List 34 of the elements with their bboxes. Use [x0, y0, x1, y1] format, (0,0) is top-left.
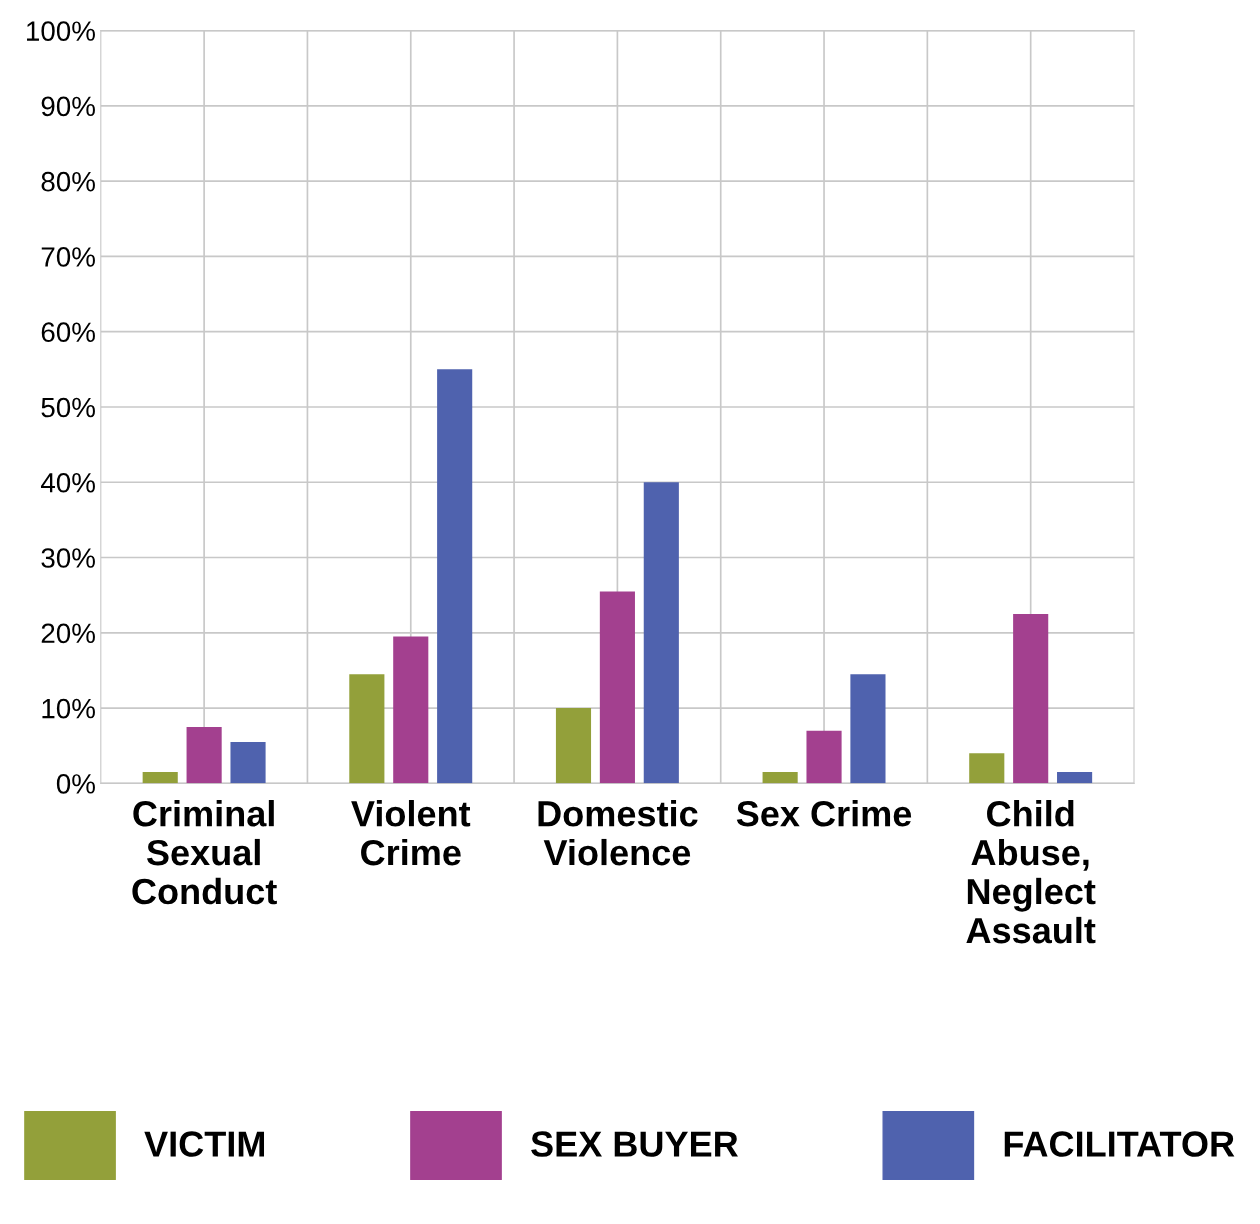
bar	[643, 482, 679, 784]
y-tick-label: 10%	[42, 698, 95, 719]
x-tick-label: Child Abuse, Neglect Assault	[966, 800, 1096, 944]
bar	[1013, 613, 1049, 784]
y-tick-label: 40%	[40, 472, 95, 493]
bar	[599, 591, 635, 784]
bar	[555, 708, 592, 784]
bar	[437, 369, 473, 784]
y-tick-label: 0%	[56, 774, 95, 794]
y-tick-label: 60%	[41, 322, 95, 343]
y-tick-label: 30%	[41, 548, 95, 568]
y-tick-label: 50%	[41, 397, 95, 418]
bar	[1057, 772, 1093, 784]
bar	[762, 772, 798, 784]
y-tick-label: 70%	[41, 247, 95, 267]
bar	[230, 741, 266, 784]
y-tick-label: 100%	[27, 21, 95, 41]
y-tick-label: 80%	[41, 171, 95, 192]
bar	[142, 772, 178, 784]
legend-label: SEX BUYER	[531, 1131, 738, 1157]
x-tick-label: Violent Crime	[351, 800, 471, 866]
bar	[349, 674, 385, 784]
bar	[186, 726, 222, 784]
x-tick-label: Sex Crime	[736, 800, 912, 827]
bar	[393, 636, 429, 784]
x-tick-label: Domestic Violence	[538, 800, 698, 866]
bar	[969, 753, 1005, 784]
bar	[806, 730, 842, 784]
legend-label: FACILITATOR	[1004, 1131, 1235, 1157]
bar	[850, 674, 886, 784]
legend-label: VICTIM	[144, 1131, 265, 1157]
x-tick-label: Criminal Sexual Conduct	[132, 800, 277, 905]
y-tick-label: 90%	[41, 96, 95, 117]
y-tick-label: 20%	[41, 623, 95, 644]
